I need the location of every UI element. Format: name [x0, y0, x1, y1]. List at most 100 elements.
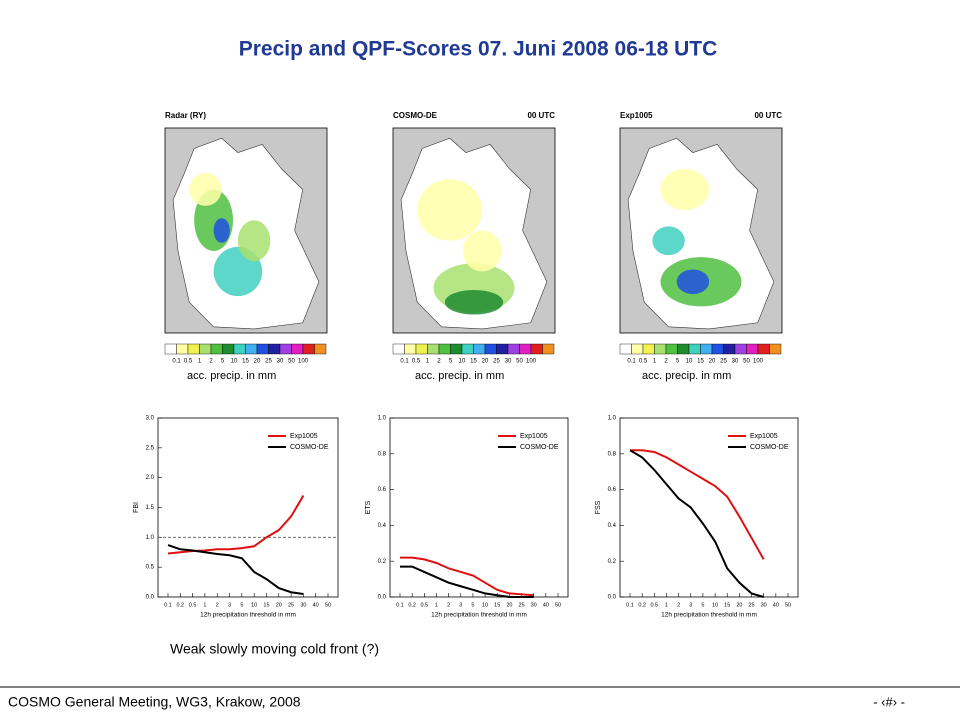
x-tick-label: 0.2: [638, 602, 646, 608]
colorbar-swatch: [619, 343, 632, 355]
colorbar-label: 2: [437, 359, 441, 365]
chart: 0.0 0.2 0.4 0.6 0.8 1.0 0.1 0.2 0.5 1 2 3 5 10 15 20 25 3…: [595, 416, 799, 619]
y-tick-label: 0.6: [608, 487, 617, 493]
data-line: [167, 544, 304, 596]
y-tick-label: 0.0: [378, 595, 387, 601]
colorbar-swatch: [210, 343, 223, 355]
legend-label: COSMO-DE: [520, 444, 559, 451]
colorbar-swatch: [415, 343, 428, 355]
colorbar-swatch: [392, 343, 405, 355]
colorbar-swatch: [233, 343, 246, 355]
x-tick-label: 50: [325, 602, 331, 608]
colorbar-swatch: [164, 343, 177, 355]
colorbar-label: 25: [265, 359, 272, 365]
x-axis-label: 12h precipitation threshold in mm: [200, 612, 296, 619]
map-precip: [462, 230, 502, 272]
colorbar-label: 1: [198, 359, 202, 365]
map-label: Exp1005: [620, 111, 653, 120]
colorbar-swatch: [723, 343, 736, 355]
colorbar-swatch: [688, 343, 701, 355]
colorbar-label: 20: [254, 359, 261, 365]
data-line: [400, 565, 534, 598]
data-line: [629, 449, 764, 598]
data-line: [400, 556, 534, 597]
colorbar-swatch: [654, 343, 667, 355]
colorbar-swatch: [279, 343, 292, 355]
x-tick-label: 40: [543, 602, 549, 608]
x-tick-label: 50: [555, 602, 561, 608]
data-line: [167, 495, 305, 555]
footer-left: COSMO General Meeting, WG3, Krakow, 2008: [8, 694, 301, 710]
x-tick-label: 20: [276, 602, 282, 608]
y-axis-label: FSS: [595, 500, 602, 514]
x-tick-label: 3: [459, 602, 462, 608]
colorbar-swatch: [631, 343, 644, 355]
y-tick-label: 1.5: [146, 505, 155, 511]
colorbar-swatch: [677, 343, 690, 355]
colorbar-swatch: [496, 343, 509, 355]
legend-label: Exp1005: [750, 433, 778, 440]
x-tick-label: 15: [724, 602, 730, 608]
map-precip: [189, 173, 222, 206]
x-tick-label: 1: [435, 602, 438, 608]
colorbar-swatch: [507, 343, 520, 355]
x-tick-label: 20: [506, 602, 512, 608]
legend-label: COSMO-DE: [750, 444, 789, 451]
colorbar-label: 0.1: [400, 359, 409, 365]
colorbar-label: 50: [743, 359, 750, 365]
colorbar-label: 5: [221, 359, 225, 365]
colorbar-label: 15: [470, 359, 477, 365]
x-tick-label: 10: [482, 602, 488, 608]
colorbar-swatch: [746, 343, 759, 355]
y-tick-label: 1.0: [608, 416, 617, 422]
x-tick-label: 0.1: [626, 602, 634, 608]
colorbar-label: 10: [686, 359, 693, 365]
map-precip: [237, 220, 271, 262]
x-tick-label: 2: [447, 602, 450, 608]
y-tick-label: 0.0: [146, 595, 155, 601]
y-tick-label: 0.6: [378, 487, 387, 493]
x-tick-label: 25: [288, 602, 294, 608]
y-tick-label: 0.2: [608, 559, 617, 565]
map-precip: [660, 169, 710, 210]
y-tick-label: 1.0: [378, 416, 387, 422]
x-tick-label: 3: [689, 602, 692, 608]
colorbar-caption: acc. precip. in mm: [187, 370, 276, 382]
chart: 0.0 0.5 1.0 1.5 2.0 2.5 3.0 0.1 0.2 0.5 1 2 3 5 10 15 20…: [133, 416, 339, 619]
x-tick-label: 0.5: [189, 602, 197, 608]
colorbar-swatch: [757, 343, 770, 355]
slide-title: Precip and QPF-Scores 07. Juni 2008 06-1…: [239, 38, 718, 61]
x-tick-label: 25: [748, 602, 754, 608]
colorbar-label: 100: [298, 359, 309, 365]
chart: 0.0 0.2 0.4 0.6 0.8 1.0 0.1 0.2 0.5 1 2 3 5 10 15 20 25 3…: [365, 416, 569, 619]
x-tick-label: 20: [736, 602, 742, 608]
colorbar-label: 50: [516, 359, 523, 365]
x-tick-label: 2: [677, 602, 680, 608]
colorbar-swatch: [734, 343, 747, 355]
map-time: 00 UTC: [754, 111, 782, 120]
colorbar-label: 15: [697, 359, 704, 365]
footer-right: - ‹#› -: [873, 694, 905, 709]
colorbar-swatch: [176, 343, 189, 355]
colorbar-label: 10: [459, 359, 466, 365]
colorbar-label: 100: [753, 359, 764, 365]
x-tick-label: 5: [701, 602, 704, 608]
y-axis-label: FBI: [133, 502, 140, 513]
map-precip: [444, 289, 504, 315]
y-tick-label: 2.5: [146, 445, 155, 451]
colorbar-swatch: [484, 343, 497, 355]
map-label: COSMO-DE: [393, 111, 438, 120]
colorbar-label: 30: [277, 359, 284, 365]
colorbar-label: 30: [732, 359, 739, 365]
x-tick-label: 10: [251, 602, 257, 608]
colorbar-swatch: [291, 343, 304, 355]
x-tick-label: 30: [300, 602, 306, 608]
map-time: 00 UTC: [527, 111, 555, 120]
data-line: [630, 449, 765, 560]
colorbar-label: 0.5: [639, 359, 648, 365]
legend-label: Exp1005: [290, 433, 318, 440]
x-tick-label: 0.5: [420, 602, 428, 608]
colorbar-swatch: [314, 343, 327, 355]
